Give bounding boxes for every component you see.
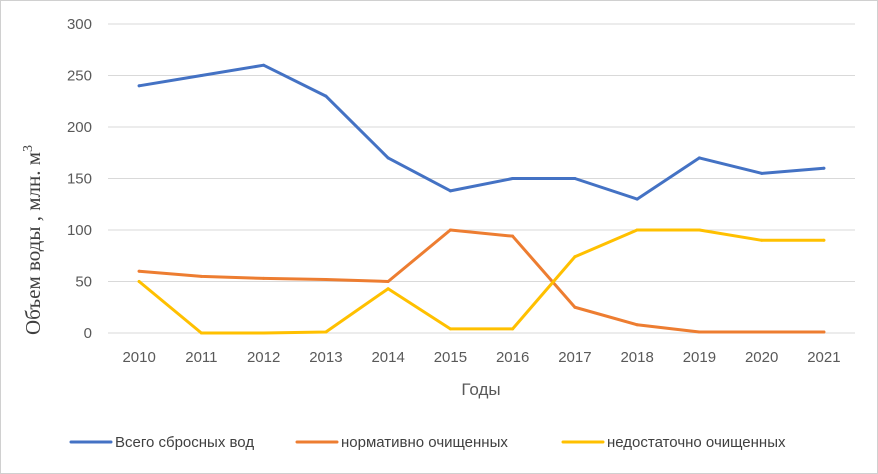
data-point [386,287,390,291]
series-line-3 [137,228,826,335]
data-point [697,330,701,334]
data-point [635,323,639,327]
gridlines [108,23,855,334]
x-tick-label: 2010 [122,349,155,366]
y-tick-label: 200 [67,119,92,136]
data-point [697,156,701,160]
data-point [137,280,141,283]
y-axis-title-superscript: 3 [21,145,36,152]
x-axis-ticks: 2010 2011 2012 2013 2014 2015 2016 2017 2018 2019… [122,349,840,366]
data-point [760,171,764,175]
y-tick-label: 0 [84,325,92,342]
data-point [760,330,764,334]
data-point [262,63,266,67]
data-point [199,274,203,278]
x-tick-label: 2018 [620,349,653,366]
data-point [511,234,515,238]
x-tick-label: 2012 [247,349,280,366]
legend: Всего сбросных вод нормативно очищенных не… [69,434,786,451]
y-tick-label: 50 [75,274,92,291]
data-point [573,177,577,180]
x-tick-label: 2014 [371,349,404,366]
data-point [199,74,203,77]
data-point [199,331,203,335]
x-tick-label: 2017 [558,349,591,366]
series-lines [137,63,826,335]
data-point [324,94,328,98]
data-point [448,228,452,232]
data-point [822,330,826,334]
x-tick-label: 2019 [683,349,716,366]
data-point [822,238,826,242]
data-point [386,280,390,283]
data-point [822,166,826,170]
data-point [448,189,452,193]
data-point [137,269,141,273]
data-point [511,327,515,331]
y-tick-label: 300 [67,16,92,33]
x-tick-label: 2021 [807,349,840,366]
x-tick-label: 2011 [185,349,217,366]
data-point [511,177,515,180]
data-point [573,305,577,309]
legend-label-1: Всего сбросных вод [115,434,254,451]
y-tick-label: 100 [67,222,92,239]
legend-label-2: нормативно очищенных [341,434,508,451]
x-tick-label: 2020 [745,349,778,366]
x-tick-label: 2015 [434,349,467,366]
y-axis-title: Объем воды , млн. м3 [21,145,45,335]
data-point [262,331,266,335]
data-point [137,84,141,88]
x-tick-label: 2013 [309,349,342,366]
data-point [760,238,764,242]
data-point [262,276,266,280]
data-point [635,228,639,232]
legend-label-3: недостаточно очищенных [607,434,786,451]
series-line-1 [137,63,826,201]
x-tick-label: 2016 [496,349,529,366]
series-line-2 [137,228,826,334]
x-axis-title: Годы [461,380,500,399]
data-point [386,156,390,160]
y-axis-title-text: Объем воды , млн. м [21,152,45,335]
data-point [324,330,328,334]
data-point [697,228,701,232]
y-axis-ticks: 0 50 100 150 200 250 300 [67,16,92,342]
y-tick-label: 250 [67,68,92,85]
data-point [573,255,577,259]
y-tick-label: 150 [67,171,92,188]
data-point [448,327,452,331]
data-point [324,277,328,281]
data-point [635,197,639,201]
